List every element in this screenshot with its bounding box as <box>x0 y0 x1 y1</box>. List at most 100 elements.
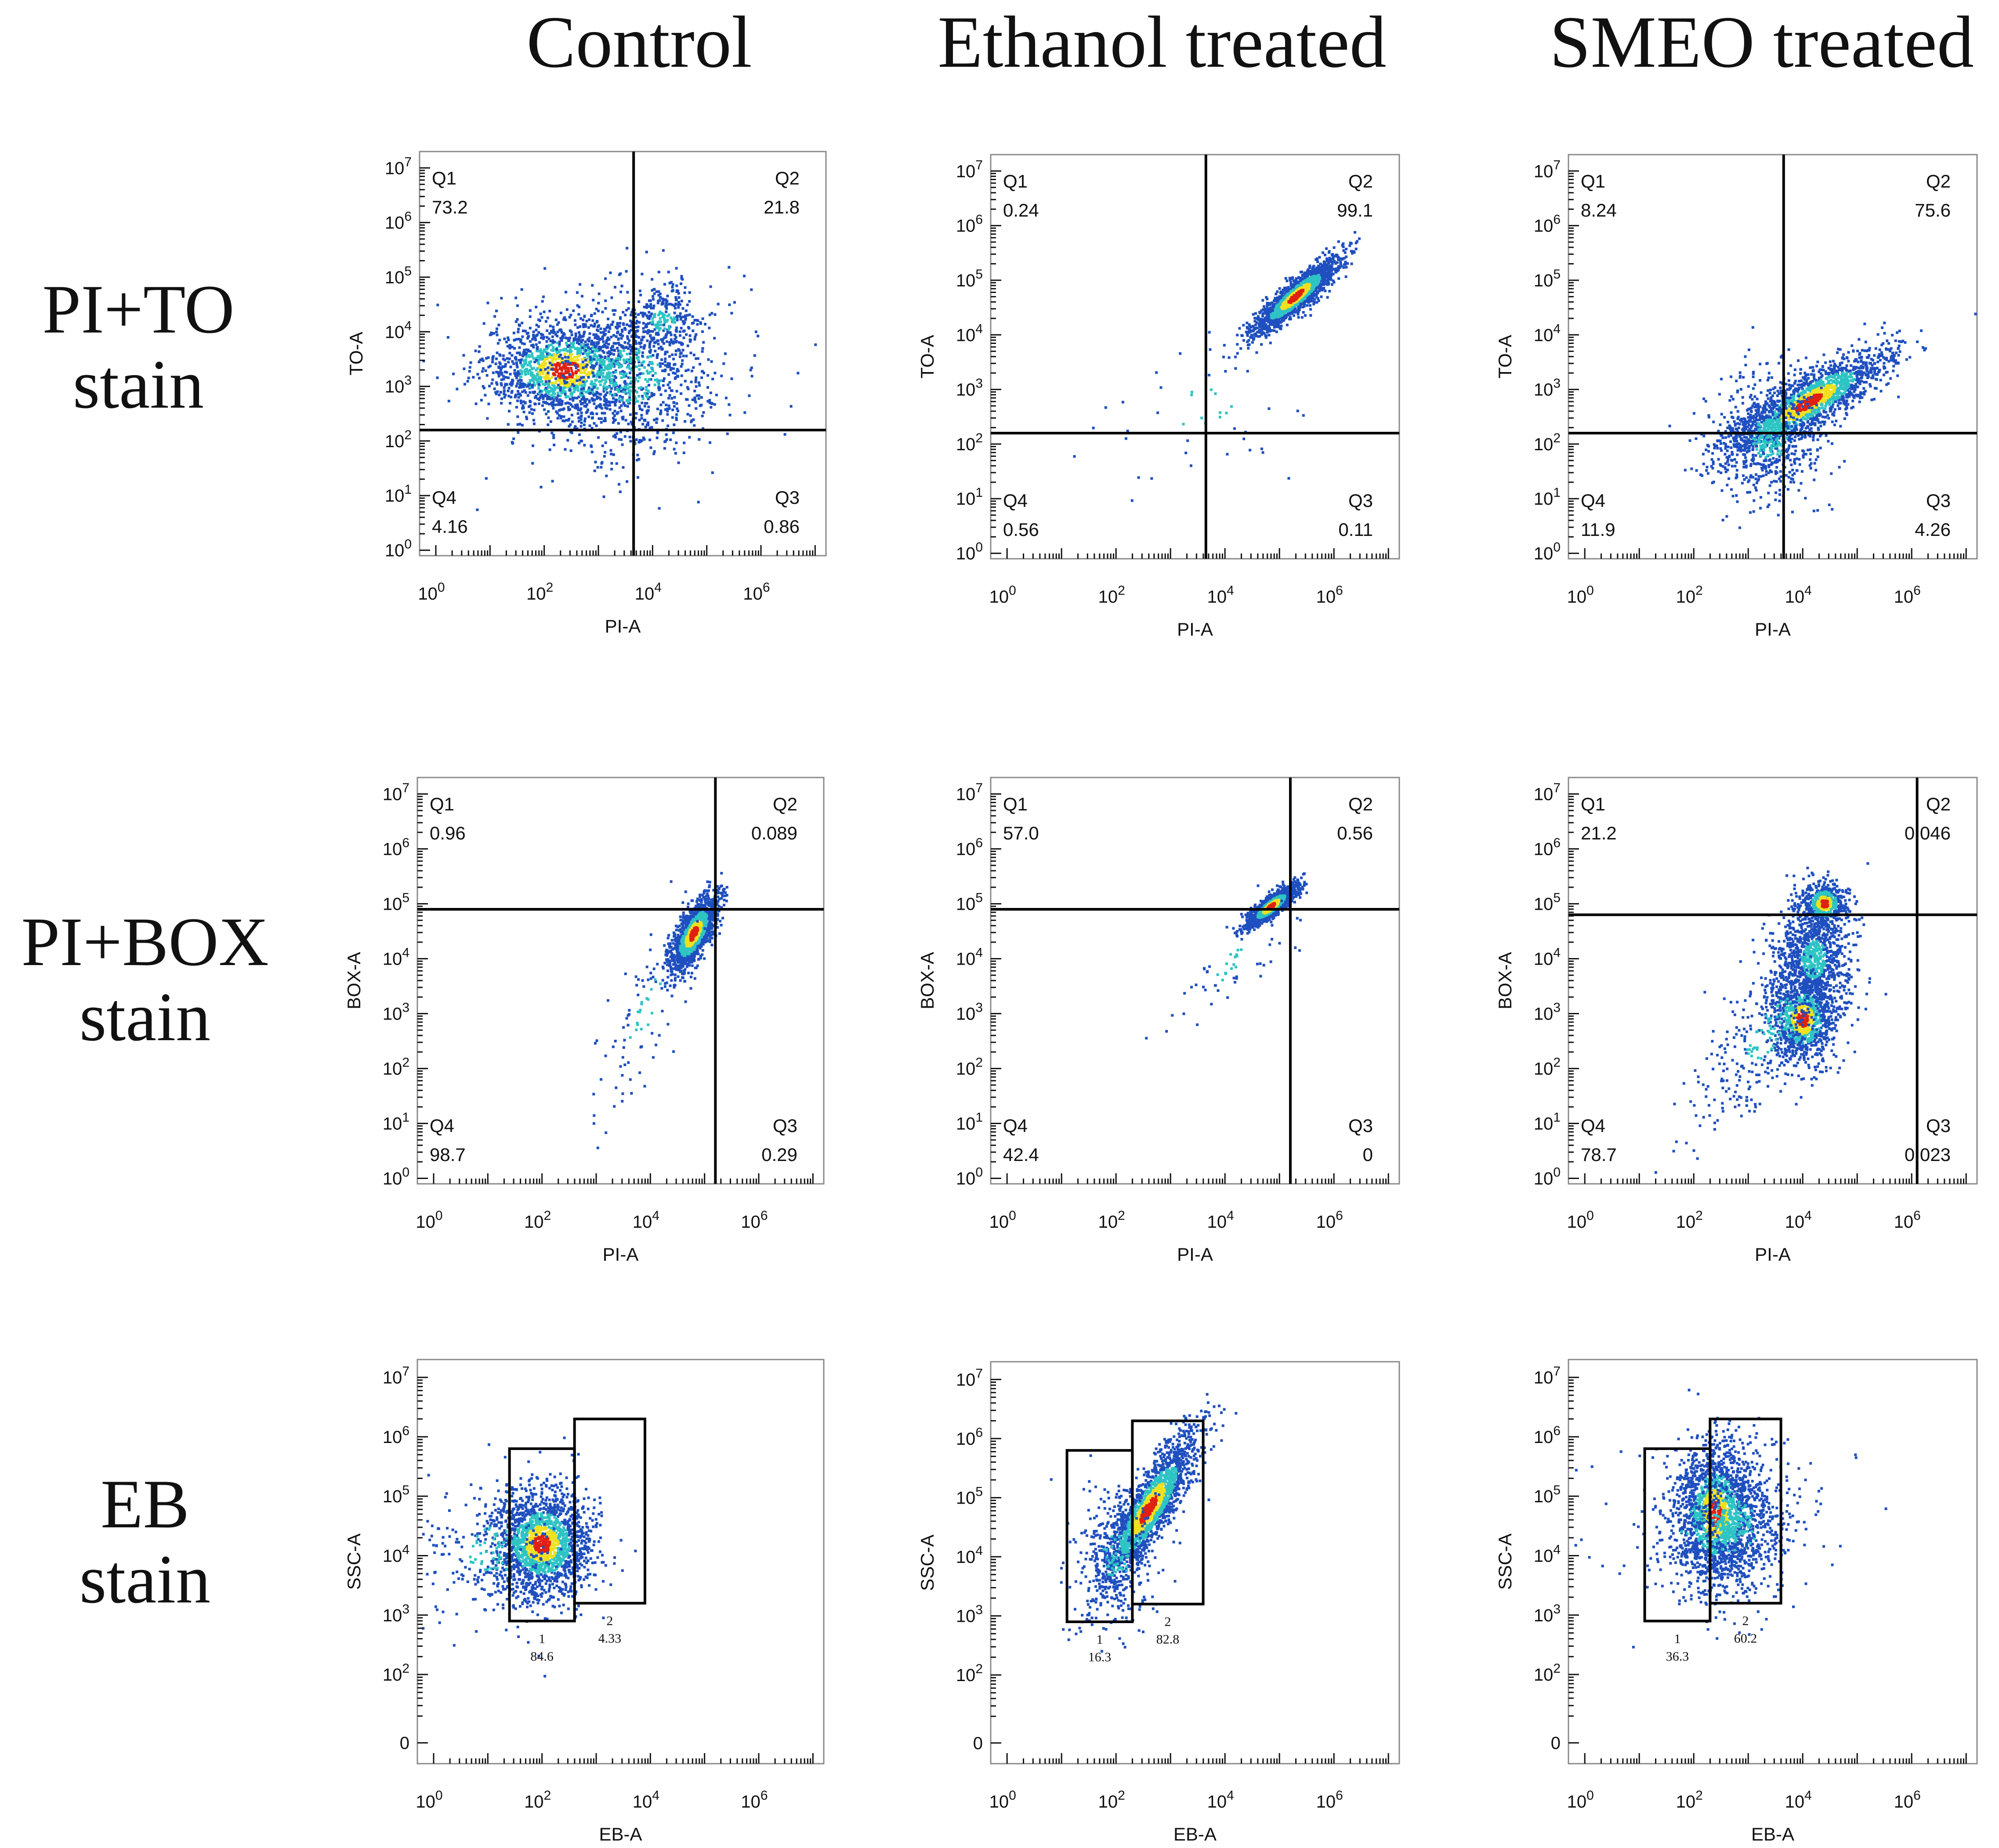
density-dot <box>1719 463 1722 466</box>
density-dot <box>592 383 595 386</box>
density-dot <box>657 314 660 317</box>
density-dot <box>564 360 567 363</box>
density-dot <box>583 346 585 349</box>
density-dot <box>654 379 657 382</box>
density-dot <box>696 357 699 360</box>
density-dot <box>569 388 572 391</box>
density-dot <box>546 352 549 355</box>
density-dot <box>651 320 654 323</box>
density-dot <box>1864 340 1867 344</box>
density-dot <box>1350 250 1353 253</box>
density-dot <box>1864 390 1867 393</box>
density-dot <box>659 320 662 323</box>
density-dot <box>498 394 501 397</box>
density-dot <box>693 424 696 427</box>
density-dot <box>588 332 591 335</box>
density-dot <box>653 314 655 317</box>
quadrant-value: 0.86 <box>764 516 800 537</box>
density-dot <box>641 401 644 405</box>
density-dot <box>623 389 626 392</box>
density-dot <box>568 376 571 379</box>
density-dot <box>570 330 573 333</box>
density-dot <box>505 371 508 374</box>
density-dot <box>540 364 543 367</box>
density-dot <box>613 381 616 384</box>
density-dot <box>1893 354 1896 357</box>
density-dot <box>655 323 659 326</box>
density-dot <box>594 350 597 353</box>
density-dot <box>558 329 561 332</box>
density-dot <box>1887 342 1890 345</box>
density-dot <box>626 353 629 355</box>
density-dot <box>512 437 515 440</box>
density-dot <box>584 340 587 344</box>
y-tick-label: 103 <box>956 376 983 400</box>
density-dot <box>514 394 518 396</box>
density-dot <box>550 387 553 390</box>
density-dot <box>646 380 649 383</box>
density-dot <box>579 367 582 370</box>
density-dot <box>1716 447 1719 450</box>
density-dot <box>612 371 615 374</box>
density-dot <box>692 418 695 421</box>
density-dot <box>593 422 596 425</box>
density-dot <box>1247 339 1250 342</box>
density-dot <box>1873 398 1876 401</box>
density-dot <box>640 439 643 442</box>
density-dot <box>1772 387 1775 391</box>
density-dot <box>1845 412 1848 415</box>
density-dot <box>645 388 648 391</box>
density-dot <box>500 372 503 375</box>
density-dot <box>571 420 574 423</box>
density-dot <box>670 389 674 392</box>
density-dot <box>637 380 640 383</box>
density-dot <box>634 347 637 351</box>
density-dot <box>596 343 598 346</box>
density-dot <box>643 366 646 369</box>
density-dot <box>552 372 555 375</box>
density-dot <box>1798 438 1801 441</box>
density-dot <box>658 507 661 510</box>
row-header-eb: EB stain <box>0 1467 303 1617</box>
density-dot <box>626 480 629 483</box>
density-dot <box>1684 469 1687 472</box>
density-dot <box>668 381 671 384</box>
density-dot <box>644 313 646 316</box>
density-dot <box>478 350 481 353</box>
density-dot <box>547 416 550 420</box>
density-dot <box>674 353 677 356</box>
density-dot <box>1241 334 1244 337</box>
density-dot <box>671 353 674 356</box>
density-dot <box>554 377 558 380</box>
density-dot <box>1301 300 1304 303</box>
density-dot <box>608 371 610 374</box>
density-dot <box>1265 328 1267 330</box>
density-dot <box>610 378 613 381</box>
density-dot <box>1309 297 1312 300</box>
density-dot <box>569 385 572 388</box>
density-dot <box>516 415 519 418</box>
density-dot <box>625 270 628 273</box>
density-dot <box>580 340 583 344</box>
density-dot <box>629 398 632 401</box>
density-dot <box>1262 312 1265 315</box>
density-dot <box>1897 395 1900 398</box>
density-dot <box>508 410 511 412</box>
density-dot <box>1819 424 1822 427</box>
density-dot <box>686 344 689 347</box>
density-dot <box>634 400 637 403</box>
density-dot <box>559 389 562 392</box>
density-dot <box>1905 358 1908 361</box>
density-dot <box>540 376 543 379</box>
density-dot <box>629 389 632 392</box>
density-dot <box>1354 231 1356 234</box>
density-dot <box>598 417 601 420</box>
density-dot <box>565 395 568 398</box>
density-dot <box>641 423 645 426</box>
density-dot <box>596 466 599 469</box>
density-dot <box>682 322 685 325</box>
density-dot <box>571 397 574 400</box>
density-dot <box>614 371 617 374</box>
density-dot <box>664 364 667 367</box>
density-dot <box>543 408 546 411</box>
